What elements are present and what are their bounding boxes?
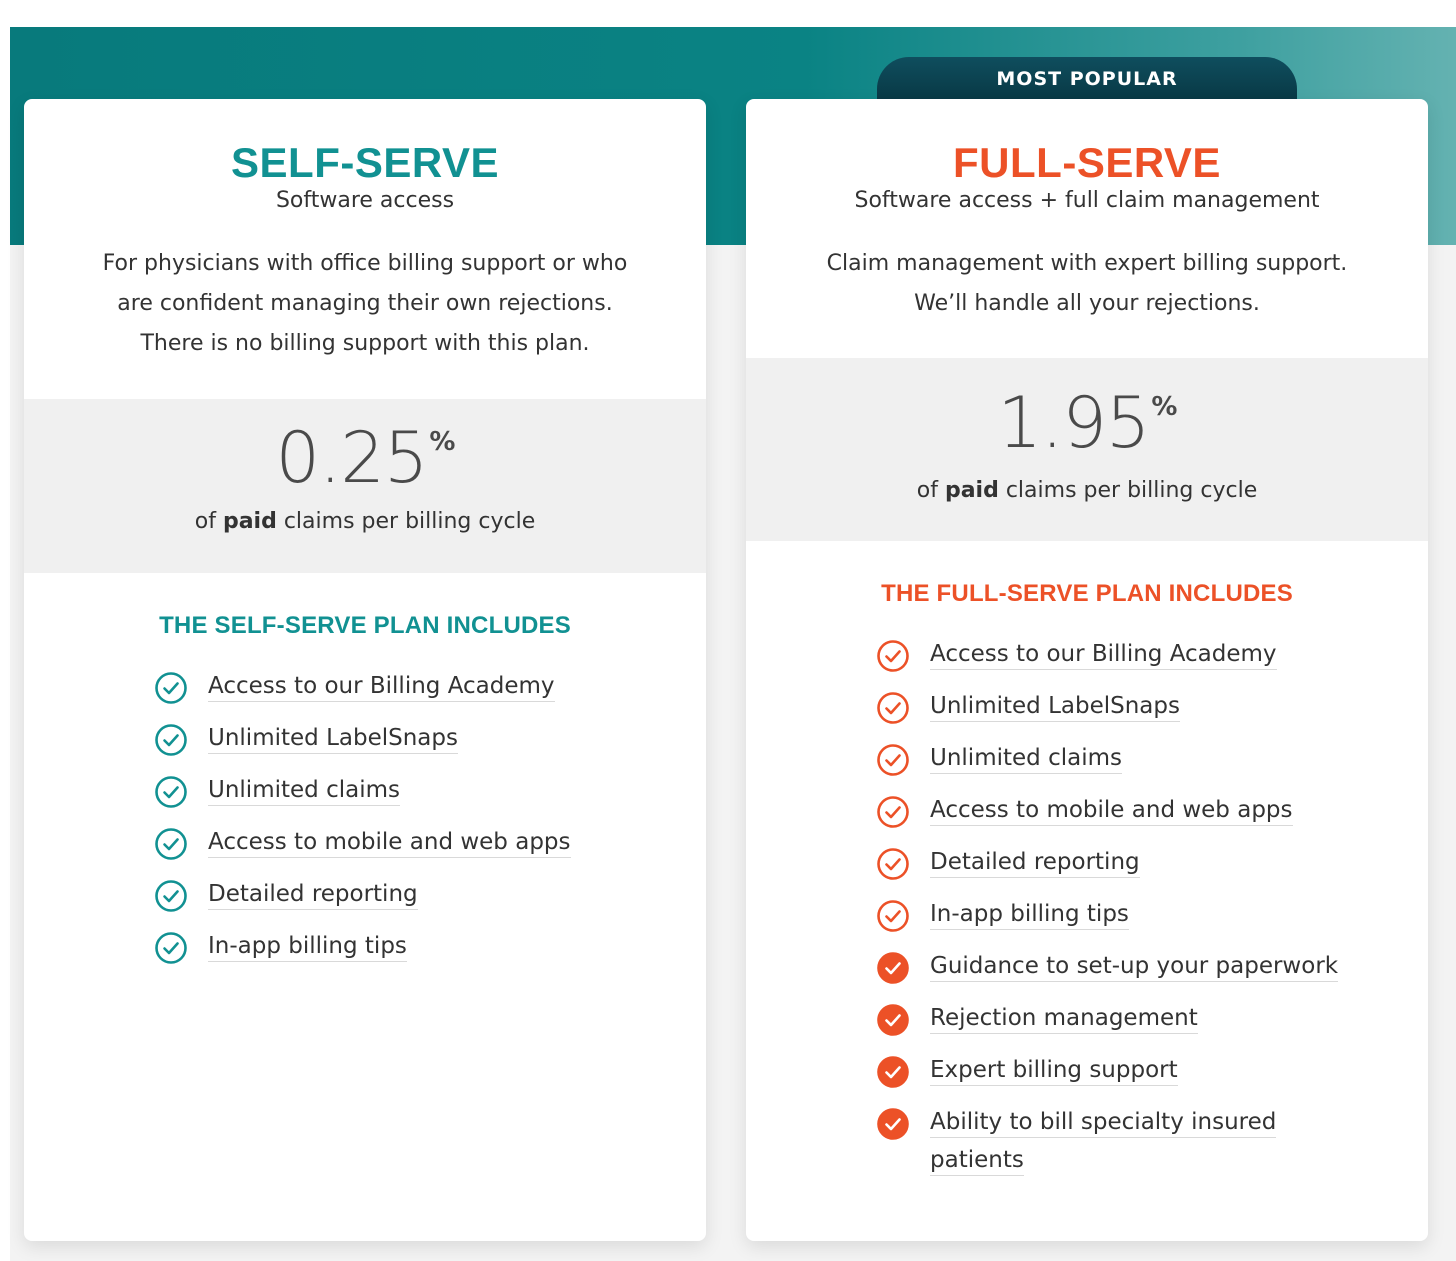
feature-item: Expert billing support [876,1051,1338,1103]
feature-label: Rejection management [930,999,1198,1037]
feature-list: Access to our Billing Academy Unlimited L… [876,635,1339,1183]
percent-sign: % [429,427,455,457]
price-number: 0.25 [275,417,429,499]
price-value: 0.25% [24,417,706,499]
feature-text: In-app billing tips [208,933,407,962]
check-circle-outline-icon [877,796,909,828]
price-note: of paid claims per billing cycle [746,478,1428,503]
feature-item: Guidance to set-up your paperwork [876,947,1339,999]
plan-subtitle: Software access [275,188,455,213]
feature-item: Detailed reporting [154,875,571,927]
feature-item: Access to our Billing Academy [154,667,571,719]
feature-label: Ability to bill specialty insured patien… [930,1103,1290,1179]
price-note-bold: paid [944,478,999,503]
feature-label: Expert billing support [930,1051,1178,1089]
feature-item: In-app billing tips [154,927,571,979]
price-note-post: claims per billing cycle [276,509,536,534]
feature-text: Access to our Billing Academy [930,641,1277,670]
plan-description: For physicians with office billing suppo… [102,251,628,356]
check-circle-outline-icon [155,672,187,704]
feature-text: Access to mobile and web apps [208,829,571,858]
check-circle-filled-icon [877,1108,909,1140]
plan-subtitle: Software access + full claim management [854,188,1320,213]
includes-title: THE FULL-SERVE PLAN INCLUDES [881,580,1293,607]
includes-title: THE SELF-SERVE PLAN INCLUDES [159,612,571,639]
check-circle-outline-icon [877,692,909,724]
check-circle-outline-icon [155,880,187,912]
price-note-pre: of [194,509,223,534]
feature-text: Guidance to set-up your paperwork [930,953,1339,982]
plan-title: FULL-SERVE [953,139,1221,186]
feature-text: Unlimited claims [930,745,1122,774]
check-circle-outline-icon [877,640,909,672]
check-circle-outline-icon [877,744,909,776]
check-circle-filled-icon [877,1056,909,1088]
feature-label: Access to our Billing Academy [208,667,555,705]
price-value: 1.95% [746,382,1428,464]
check-circle-filled-icon [877,952,909,984]
check-circle-outline-icon [155,932,187,964]
feature-text: Access to our Billing Academy [208,673,555,702]
feature-item: Ability to bill specialty insured patien… [876,1103,1338,1183]
feature-text: Unlimited LabelSnaps [930,693,1180,722]
feature-label: Guidance to set-up your paperwork [930,947,1339,985]
feature-text: Rejection management [930,1005,1198,1034]
price-box: 0.25% of paid claims per billing cycle [24,399,706,573]
feature-list: Access to our Billing Academy Unlimited L… [154,667,571,979]
feature-text: Access to mobile and web apps [930,797,1293,826]
check-circle-outline-icon [155,724,187,756]
feature-label: Unlimited LabelSnaps [930,687,1180,725]
feature-item: Unlimited claims [154,771,571,823]
feature-label: In-app billing tips [930,895,1129,933]
feature-label: Access to our Billing Academy [930,635,1277,673]
feature-label: Detailed reporting [930,843,1140,881]
feature-label: Access to mobile and web apps [208,823,571,861]
feature-text: Unlimited LabelSnaps [208,725,458,754]
check-circle-outline-icon [155,828,187,860]
feature-item: In-app billing tips [876,895,1338,947]
check-circle-outline-icon [877,848,909,880]
feature-label: Unlimited LabelSnaps [208,719,458,757]
feature-label: Unlimited claims [930,739,1122,777]
check-circle-outline-icon [155,776,187,808]
feature-label: Unlimited claims [208,771,400,809]
check-circle-filled-icon [877,1004,909,1036]
feature-text: Detailed reporting [930,849,1140,878]
feature-item: Rejection management [876,999,1338,1051]
price-note-pre: of [916,478,945,503]
percent-sign: % [1151,392,1177,422]
feature-item: Unlimited LabelSnaps [154,719,571,771]
feature-item: Unlimited claims [876,739,1338,791]
price-box: 1.95% of paid claims per billing cycle [746,358,1428,541]
feature-item: Unlimited LabelSnaps [876,687,1338,739]
plan-title: SELF-SERVE [231,139,499,186]
check-circle-outline-icon [877,900,909,932]
full-serve-card: FULL-SERVE Software access + full claim … [746,99,1428,1241]
feature-item: Detailed reporting [876,843,1338,895]
price-note-bold: paid [222,509,277,534]
feature-item: Access to our Billing Academy [876,635,1338,687]
price-note-post: claims per billing cycle [998,478,1258,503]
feature-item: Access to mobile and web apps [154,823,571,875]
feature-item: Access to mobile and web apps [876,791,1338,843]
feature-text: In-app billing tips [930,901,1129,930]
plan-description: Claim management with expert billing sup… [826,251,1348,316]
self-serve-card: SELF-SERVE Software access For physician… [24,99,706,1241]
price-number: 1.95 [997,382,1151,464]
feature-label: Detailed reporting [208,875,418,913]
feature-text: Detailed reporting [208,881,418,910]
price-note: of paid claims per billing cycle [24,509,706,534]
feature-label: Access to mobile and web apps [930,791,1293,829]
feature-label: In-app billing tips [208,927,407,965]
feature-text: Unlimited claims [208,777,400,806]
feature-text: Expert billing support [930,1057,1178,1086]
feature-text: Ability to bill specialty insured patien… [930,1109,1277,1176]
